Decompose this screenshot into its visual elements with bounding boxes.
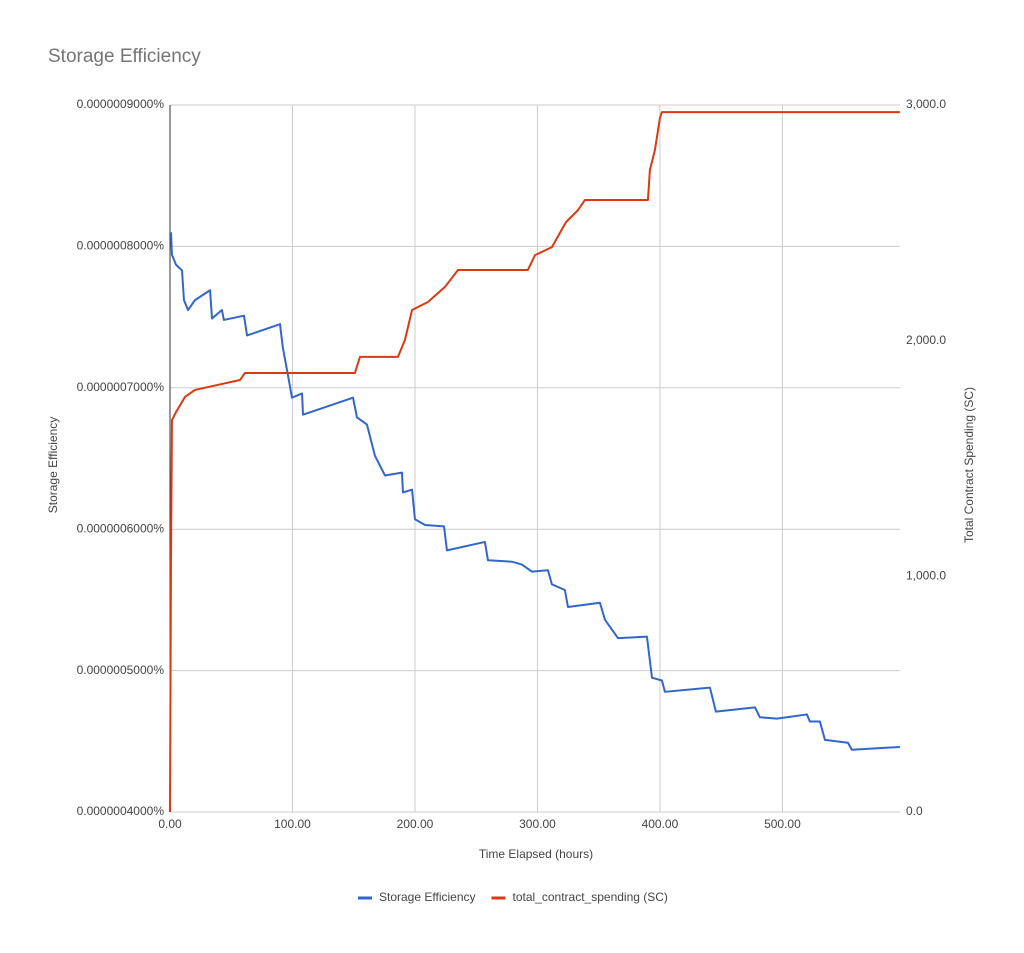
y2-axis-title: Total Contract Spending (SC) (962, 387, 976, 543)
legend-label: total_contract_spending (SC) (513, 890, 668, 904)
legend-label: Storage Efficiency (379, 890, 476, 904)
x-tick-label: 0.00 (158, 817, 182, 831)
x-tick-label: 400.00 (642, 817, 679, 831)
x-axis-title: Time Elapsed (hours) (479, 847, 593, 861)
data-line (169, 232, 900, 751)
x-tick-label: 500.00 (764, 817, 801, 831)
x-tick-label: 300.00 (519, 817, 556, 831)
y2-tick-label: 2,000.0 (906, 333, 946, 347)
y2-tick-label: 3,000.0 (906, 97, 946, 111)
y-tick-label: 0.0000005000% (77, 663, 165, 677)
x-tick-label: 100.00 (274, 817, 311, 831)
data-line (169, 111, 900, 813)
y2-tick-label: 1,000.0 (906, 569, 946, 583)
y-tick-label: 0.0000009000% (77, 97, 165, 111)
y-tick-label: 0.0000004000% (77, 804, 165, 818)
y-axis-title: Storage Efficiency (46, 417, 60, 514)
y-tick-label: 0.0000008000% (77, 239, 165, 253)
y-tick-label: 0.0000007000% (77, 380, 165, 394)
x-tick-label: 200.00 (397, 817, 434, 831)
y-tick-label: 0.0000006000% (77, 521, 165, 535)
y2-tick-label: 0.0 (906, 804, 923, 818)
chart-title: Storage Efficiency (48, 46, 201, 67)
